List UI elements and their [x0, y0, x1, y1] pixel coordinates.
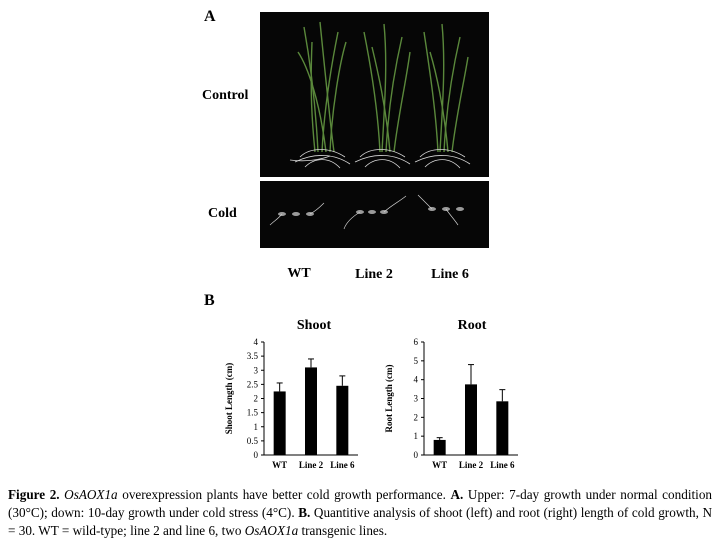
caption-figure-label: Figure 2. — [8, 487, 60, 502]
shoot-y-tick-label: 4 — [254, 337, 259, 347]
shoot-y-tick-label: 1 — [254, 422, 259, 432]
cold-seedlings-drawing — [269, 194, 464, 230]
shoot-x-tick-label: WT — [272, 460, 287, 470]
shoot-y-tick-label: 0.5 — [247, 436, 259, 446]
row-label-control: Control — [202, 88, 249, 103]
shoot-y-tick-label: 2.5 — [247, 379, 259, 389]
root-bar — [433, 439, 446, 455]
column-label-wt: WT — [287, 266, 311, 281]
root-y-tick-label: 5 — [414, 356, 419, 366]
shoot-bar — [305, 367, 317, 455]
root-y-tick-label: 2 — [414, 412, 419, 422]
root-bar — [496, 401, 509, 455]
shoot-bar — [336, 385, 349, 455]
shoot-chart-title: Shoot — [296, 318, 332, 333]
caption-text-4: transgenic lines. — [298, 523, 388, 538]
root-y-tick-label: 1 — [414, 431, 419, 441]
root-x-tick-label: WT — [432, 460, 447, 470]
caption-gene-name-2: OsAOX1a — [244, 523, 299, 538]
root-y-axis-label: Root Length (cm) — [384, 365, 394, 433]
column-label-line-2: Line 2 — [355, 267, 393, 282]
caption-text-3: Quantitive analysis of shoot (left) and … — [8, 505, 712, 538]
shoot-bar — [273, 391, 286, 455]
caption-label-b: B. — [298, 505, 311, 520]
shoot-y-tick-label: 0 — [254, 450, 259, 460]
shoot-x-tick-label: Line 6 — [330, 460, 355, 470]
caption-text-1: overexpression plants have better cold g… — [117, 487, 451, 502]
root-y-tick-label: 4 — [414, 375, 419, 385]
cold-seedlings-photo — [260, 181, 489, 248]
shoot-y-tick-label: 3.5 — [247, 351, 259, 361]
shoot-length-chart: 0 0.5 1 1.5 2 2.5 3 3.5 4 Shoot Length (cm) WT Line… — [224, 337, 358, 470]
control-seedlings-drawing — [289, 21, 471, 169]
shoot-y-tick-label: 2 — [254, 394, 259, 404]
root-y-tick-label: 0 — [414, 450, 419, 460]
control-seedlings-photo — [260, 12, 489, 177]
root-bar — [465, 384, 477, 455]
panel-a-letter: A — [204, 8, 216, 25]
shoot-y-tick-label: 1.5 — [247, 408, 259, 418]
root-y-tick-label: 6 — [414, 337, 419, 347]
panel-b-letter: B — [204, 292, 215, 309]
caption-label-a: A. — [450, 487, 464, 502]
root-length-chart: 0 1 2 3 4 5 6 Root Length (cm) WT Line 2 Line 6 — [384, 337, 518, 470]
root-x-tick-label: Line 6 — [490, 460, 515, 470]
column-label-line-6: Line 6 — [431, 267, 469, 282]
shoot-y-axis-label: Shoot Length (cm) — [224, 363, 234, 435]
shoot-x-tick-label: Line 2 — [299, 460, 324, 470]
caption-text-2: Upper: 7-day growth under normal conditi… — [8, 487, 713, 520]
root-x-tick-label: Line 2 — [459, 460, 484, 470]
row-label-cold: Cold — [208, 206, 237, 221]
root-chart-title: Root — [457, 318, 487, 333]
caption-gene-name: OsAOX1a — [64, 487, 118, 502]
root-y-tick-label: 3 — [414, 394, 419, 404]
figure-caption: Figure 2. OsAOX1a overexpression plants … — [8, 486, 712, 540]
shoot-y-tick-label: 3 — [254, 365, 259, 375]
